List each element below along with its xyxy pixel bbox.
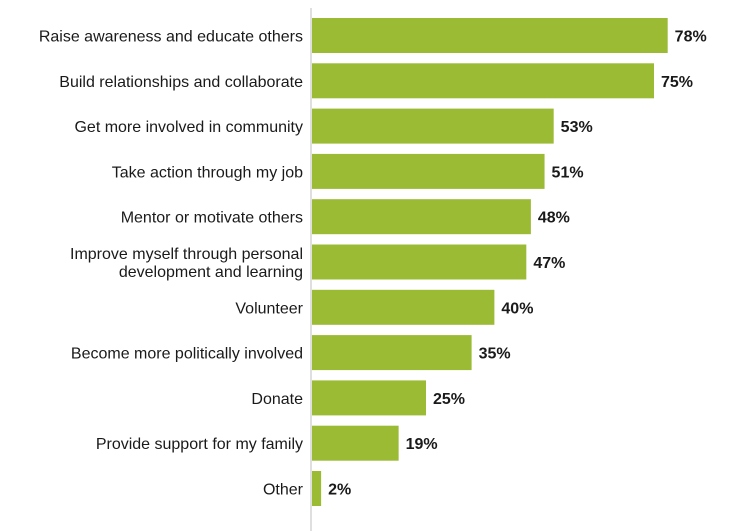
category-label: Donate: [251, 391, 303, 408]
bar: [312, 471, 322, 506]
data-label: 53%: [561, 119, 593, 136]
data-label: 47%: [533, 255, 565, 272]
bar: [312, 153, 545, 189]
data-label: 19%: [406, 436, 438, 453]
category-label: Build relationships and collaborate: [59, 74, 303, 91]
bar: [312, 108, 554, 144]
data-label: 48%: [538, 210, 570, 227]
category-label: Volunteer: [235, 300, 303, 317]
data-label: 51%: [552, 164, 584, 181]
data-label: 35%: [479, 346, 511, 363]
category-label: Mentor or motivate others: [121, 210, 303, 227]
category-label: development and learning: [119, 264, 303, 281]
category-label: Get more involved in community: [74, 119, 303, 136]
category-label: Provide support for my family: [96, 436, 303, 453]
bar: [312, 244, 527, 280]
data-label: 75%: [661, 74, 693, 91]
data-label: 25%: [433, 391, 465, 408]
category-label: Other: [263, 482, 304, 499]
data-label: 78%: [675, 29, 707, 46]
data-label: 2%: [328, 482, 351, 499]
bar: [312, 289, 495, 325]
bar: [312, 380, 426, 416]
category-label: Raise awareness and educate others: [39, 29, 303, 46]
bar: [312, 425, 399, 461]
bar: [312, 199, 531, 235]
bar: [312, 63, 654, 99]
category-label: Take action through my job: [112, 164, 303, 181]
data-label: 40%: [501, 300, 533, 317]
bar: [312, 18, 668, 53]
category-label: Become more politically involved: [71, 346, 303, 363]
category-label: Improve myself through personal: [70, 246, 303, 263]
bar: [312, 335, 472, 371]
